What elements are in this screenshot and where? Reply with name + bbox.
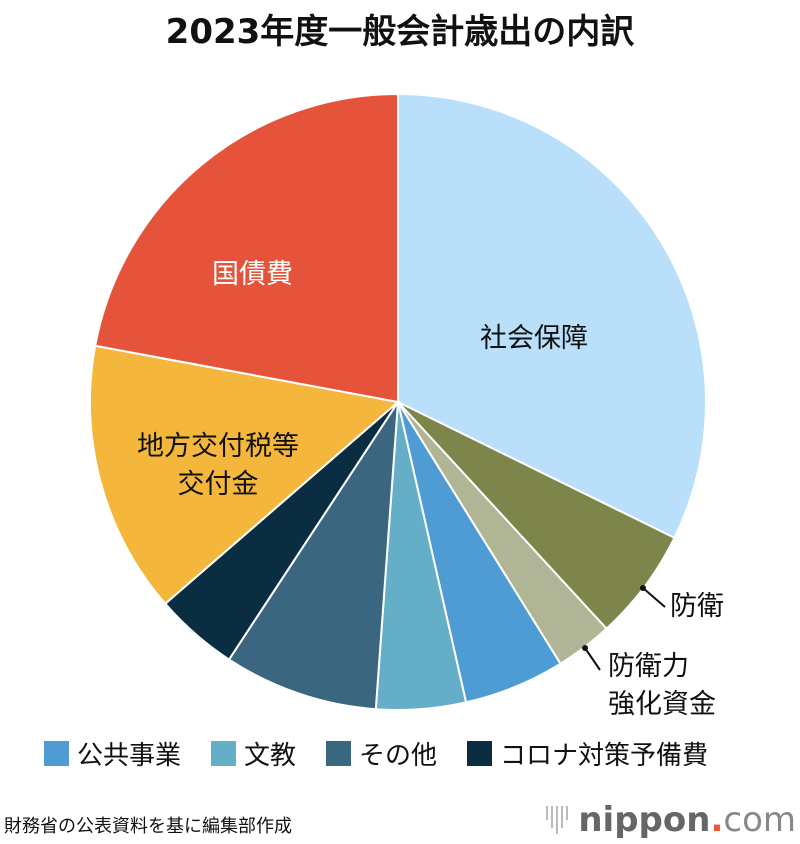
legend-label: 文教	[244, 741, 297, 771]
chart-title: 2023年度一般会計歳出の内訳	[165, 12, 635, 52]
slice-label-local: 地方交付税等 交付金	[118, 428, 318, 504]
legend: 公共事業 文教 その他 コロナ対策予備費	[44, 735, 708, 772]
nippon-logo: nippon. com	[546, 800, 796, 840]
pie-slice-国債費	[94, 92, 399, 404]
pie-slice-その他	[227, 398, 400, 711]
legend-item: 公共事業	[44, 735, 181, 772]
pie-slice-地方交付税等交付金	[89, 344, 401, 606]
slice-label-defense-fund-line1: 防衛力	[608, 651, 689, 682]
legend-item: 文教	[211, 735, 296, 772]
logo-tld: com	[723, 800, 796, 840]
leader-dot-defense-fund	[582, 645, 588, 651]
logo-bars-icon	[546, 806, 569, 834]
legend-swatch	[211, 741, 237, 766]
slice-label-defense-fund: 防衛力 強化資金	[608, 648, 716, 724]
pie-slice-社会保障	[397, 92, 707, 540]
legend-swatch	[326, 741, 352, 766]
leader-dot-defense	[640, 585, 646, 591]
slice-label-local-line2: 交付金	[177, 469, 259, 500]
leader-line-defense-fund	[584, 647, 601, 671]
leader-line-defense	[642, 587, 666, 608]
slice-label-local-line1: 地方交付税等	[137, 431, 299, 462]
legend-swatch	[44, 741, 69, 766]
source-note: 財務省の公表資料を基に編集部作成	[4, 816, 292, 837]
legend-label: その他	[359, 741, 438, 771]
legend-swatch	[467, 741, 493, 766]
slice-label-social: 社会保障	[480, 323, 588, 354]
legend-item: コロナ対策予備費	[467, 735, 708, 772]
slice-label-debt: 国債費	[212, 259, 293, 290]
legend-label: コロナ対策予備費	[500, 741, 709, 771]
logo-dot: .	[710, 800, 724, 840]
legend-label: 公共事業	[77, 741, 182, 771]
slice-label-defense-fund-line2: 強化資金	[608, 689, 716, 720]
logo-name: nippon	[578, 800, 711, 840]
slice-label-defense: 防衛	[670, 591, 724, 622]
legend-item: その他	[326, 735, 437, 772]
